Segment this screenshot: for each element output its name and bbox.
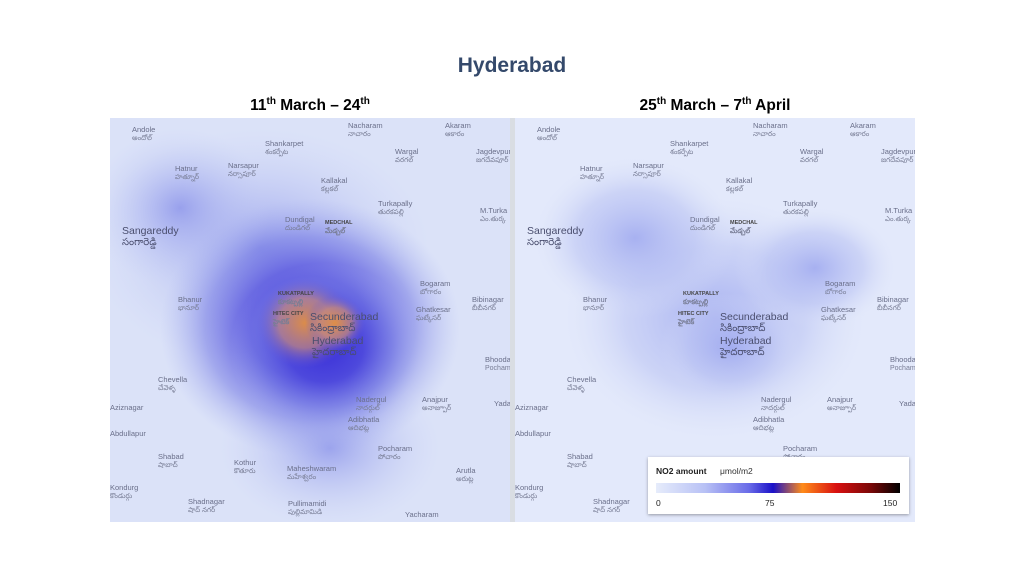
place-bogaram: Bogaram బోగారం xyxy=(420,279,451,296)
place-narsapur: Narsapur నర్సాపూర్ xyxy=(228,161,259,178)
place-anajpur: Anajpur అనాజ్పూర్ xyxy=(422,395,452,412)
place-secunderabad: Secunderabad సికింద్రాబాద్ xyxy=(310,311,379,335)
place-kallakal: Kallakal కల్లకల్ xyxy=(321,176,348,193)
place-abdullapur: Abdullapur xyxy=(110,429,146,438)
place-chevella-r: Chevella చేవెళ్ళ xyxy=(567,375,597,392)
no2-map-right[interactable]: Andole అందోల్ Shankarpet శంకర్పేట Nacharam… xyxy=(515,118,915,522)
place-aziznagar: Aziznagar xyxy=(110,403,144,412)
place-narsapur-r: Narsapur నర్సాపూర్ xyxy=(633,161,664,178)
place-andole-r: Andole అందోల్ xyxy=(537,125,561,142)
place-nadergul-r: Nadergul నాదర్గుల్ xyxy=(761,395,792,412)
place-kondurg: Kondurg కొండుర్గు xyxy=(110,483,139,500)
place-kothur: Kothur కొతూరు xyxy=(234,458,257,475)
place-pullimamidi: Pullimamidi పుల్లిమామిడి xyxy=(288,499,327,516)
place-andole: Andole అందోల్ xyxy=(132,125,156,142)
no2-legend: NO2 amount μmol/m2 0 75 150 xyxy=(648,457,909,514)
legend-min: 0 xyxy=(656,498,661,508)
place-nacharam-r: Nacharam నాచారం xyxy=(753,121,788,138)
place-abdullapur-r: Abdullapur xyxy=(515,429,551,438)
place-dundigal-r: Dundigal దుండిగల్ xyxy=(690,215,720,232)
place-arutla: Arutla అరుట్ల xyxy=(456,466,476,483)
place-kondurg-r: Kondurg కొండుర్గు xyxy=(515,483,544,500)
place-bhanur: Bhanur భానూర్ xyxy=(178,295,203,312)
place-nacharam: Nacharam నాచారం xyxy=(348,121,383,138)
place-nadergul: Nadergul నాదర్గుల్ xyxy=(356,395,387,412)
panel-title-right: 25th March – 7th April xyxy=(639,96,791,115)
place-dundigal: Dundigal దుండిగల్ xyxy=(285,215,315,232)
place-hatnur-r: Hatnur హత్నూర్ xyxy=(580,164,605,181)
place-kallakal-r: Kallakal కల్లకల్ xyxy=(726,176,753,193)
place-turkapally-r: Turkapally తురకపల్లి xyxy=(783,199,818,216)
place-sangareddy-r: Sangareddy సంగారెడ్డి xyxy=(527,225,584,249)
place-shadnagar-r: Shadnagar షాద్ నగర్ xyxy=(593,497,630,514)
legend-color-scale xyxy=(656,483,900,493)
place-shankarpet: Shankarpet శంకర్పేట xyxy=(265,139,304,156)
place-hatnur: Hatnur హత్నూర్ xyxy=(175,164,200,181)
place-bhanur-r: Bhanur భానూర్ xyxy=(583,295,608,312)
place-yadagir: Yadagir xyxy=(494,399,510,408)
place-adibhatla: Adibhatla ఆదిభట్ల xyxy=(348,415,380,432)
map-divider[interactable] xyxy=(510,118,515,522)
place-wargal-r: Wargal వరగల్ xyxy=(800,147,824,164)
place-mturka-r: M.Turka ఎం.తుర్క xyxy=(885,206,913,223)
legend-title: NO2 amount xyxy=(656,466,707,476)
place-bibinagar-r: Bibinagar బీబీనగర్ xyxy=(877,295,909,312)
place-shabad: Shabad షాబాద్ xyxy=(158,452,184,469)
place-ghatkesar: Ghatkesar ఘట్కేసర్ xyxy=(416,305,451,322)
place-secunderabad-r: Secunderabad సికింద్రాబాద్ xyxy=(720,311,789,335)
place-medchal: MEDCHAL మేడ్చల్ xyxy=(325,220,353,235)
place-pocharam: Pocharam పోచారం xyxy=(378,444,413,461)
place-shabad-r: Shabad షాబాద్ xyxy=(567,452,593,469)
place-kukatpally: KUKATPALLY కూకట్పల్లి xyxy=(278,291,314,306)
place-anajpur-r: Anajpur అనాజ్పూర్ xyxy=(827,395,857,412)
panel-title-left: 11th March – 24th xyxy=(250,96,370,115)
place-adibhatla-r: Adibhatla ఆదిభట్ల xyxy=(753,415,785,432)
place-wargal: Wargal వరగల్ xyxy=(395,147,419,164)
place-akaram: Akaram ఆకారం xyxy=(445,121,471,138)
place-shankarpet-r: Shankarpet శంకర్పేట xyxy=(670,139,709,156)
place-akaram-r: Akaram ఆకారం xyxy=(850,121,876,138)
place-hyderabad: Hyderabad హైదరాబాద్ xyxy=(312,335,364,359)
no2-heatmap-left xyxy=(110,118,510,522)
place-shadnagar: Shadnagar షాద్ నగర్ xyxy=(188,497,225,514)
place-kukatpally-r: KUKATPALLY కూకట్పల్లి xyxy=(683,291,719,306)
place-yacharam: Yacharam xyxy=(405,510,439,519)
place-aziznagar-r: Aziznagar xyxy=(515,403,549,412)
place-chevella: Chevella చేవెళ్ళ xyxy=(158,375,188,392)
page-title: Hyderabad xyxy=(457,54,567,77)
place-yadagir-r: Yadagir xyxy=(899,399,915,408)
legend-mid: 75 xyxy=(765,498,775,508)
legend-max: 150 xyxy=(883,498,898,508)
place-bhoodan-r: BhoodanPochamp xyxy=(890,355,915,372)
place-bhoodan: BhoodanPochamp xyxy=(485,355,510,372)
place-medchal-r: MEDCHAL మేడ్చల్ xyxy=(730,220,758,235)
no2-map-left[interactable]: Andole అందోల్ Shankarpet శంకర్పేట Nacharam… xyxy=(110,118,510,522)
no2-heatmap-right xyxy=(515,118,915,522)
place-ghatkesar-r: Ghatkesar ఘట్కేసర్ xyxy=(821,305,856,322)
place-jagdevpur-r: Jagdevpur జగదేవపూర్ xyxy=(881,147,915,164)
place-sangareddy: Sangareddy సంగారెడ్డి xyxy=(122,225,179,249)
legend-unit: μmol/m2 xyxy=(720,466,753,476)
place-hitec-city-r: HITEC CITY హైటెక్ xyxy=(678,311,709,326)
place-jagdevpur: Jagdevpur జగదేవపూర్ xyxy=(476,147,510,164)
place-turkapally: Turkapally తురకపల్లి xyxy=(378,199,413,216)
place-hyderabad-r: Hyderabad హైదరాబాద్ xyxy=(720,335,772,359)
place-bogaram-r: Bogaram బోగారం xyxy=(825,279,856,296)
place-hitec-city: HITEC CITY హైటెక్ xyxy=(273,311,304,326)
place-mturka: M.Turka ఎం.తుర్క xyxy=(480,206,508,223)
place-maheshwaram: Maheshwaram మహేశ్వరం xyxy=(287,464,337,481)
place-bibinagar: Bibinagar బీబీనగర్ xyxy=(472,295,504,312)
